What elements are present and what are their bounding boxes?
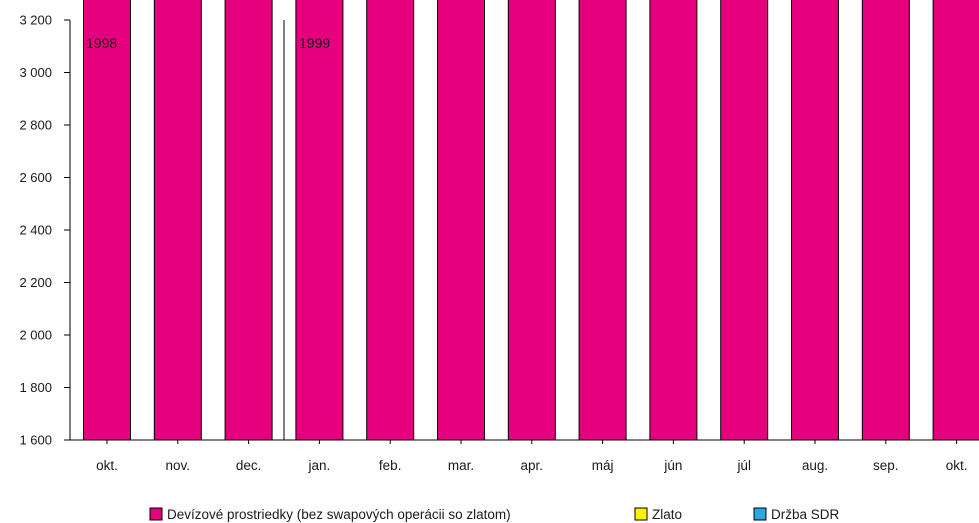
y-tick-label: 2 400 [19,223,52,238]
bar-segment-devizove [153,0,202,441]
bar-segment-devizove [720,0,769,441]
x-tick-label: máj [592,458,614,473]
x-tick-label: dec. [236,458,262,473]
x-tick-label: okt. [946,458,968,473]
bars [83,0,979,441]
y-tick-label: 2 200 [19,275,52,290]
y-tick-label: 2 600 [19,170,52,185]
year-groups: 1998 1999 [86,20,330,440]
x-tick-label: nov. [166,458,191,473]
legend-swatch [753,507,767,521]
bar-segment-devizove [295,0,344,441]
x-tick-label: aug. [802,458,828,473]
legend: Devízové prostriedky (bez swapových oper… [149,507,840,522]
y-axis: 1 600 1 800 2 000 2 200 2 400 2 600 2 800 3 000… [19,13,979,448]
legend-swatch [149,507,163,521]
y-tick-label: 2 800 [19,118,52,133]
year-label: 1998 [86,35,117,51]
x-tick-label: apr. [521,458,544,473]
x-tick-label: okt. [96,458,118,473]
y-tick-label: 2 000 [19,328,52,343]
legend-label: Zlato [652,507,682,522]
x-tick-label: sep. [873,458,899,473]
y-tick-label: 3 000 [19,65,52,80]
bar-segment-devizove [649,0,698,441]
bar-segment-devizove [83,0,131,441]
y-tick-label: 1 600 [19,433,52,448]
bar-segment-devizove [366,0,415,441]
year-label: 1999 [299,35,330,51]
x-tick-label: mar. [448,458,474,473]
bar-segment-devizove [861,0,910,441]
bar-segment-devizove [437,0,485,441]
y-tick-label: 1 800 [19,380,52,395]
legend-swatch [634,507,648,521]
legend-label: Držba SDR [771,507,840,522]
bar-segment-devizove [791,0,839,441]
x-tick-label: jan. [308,458,331,473]
bar-segment-devizove [578,0,627,441]
bar-segment-devizove [507,0,556,441]
y-tick-label: 3 200 [19,13,52,28]
bar-segment-devizove [224,0,273,441]
x-tick-label: júl [736,458,751,473]
x-tick-label: jún [663,458,682,473]
x-tick-label: feb. [379,458,402,473]
x-axis-labels: okt. nov. dec. jan. feb. mar. apr. máj jún júl aug… [96,440,967,473]
bar-segment-devizove [932,0,979,441]
legend-label: Devízové prostriedky (bez swapových oper… [167,507,511,522]
